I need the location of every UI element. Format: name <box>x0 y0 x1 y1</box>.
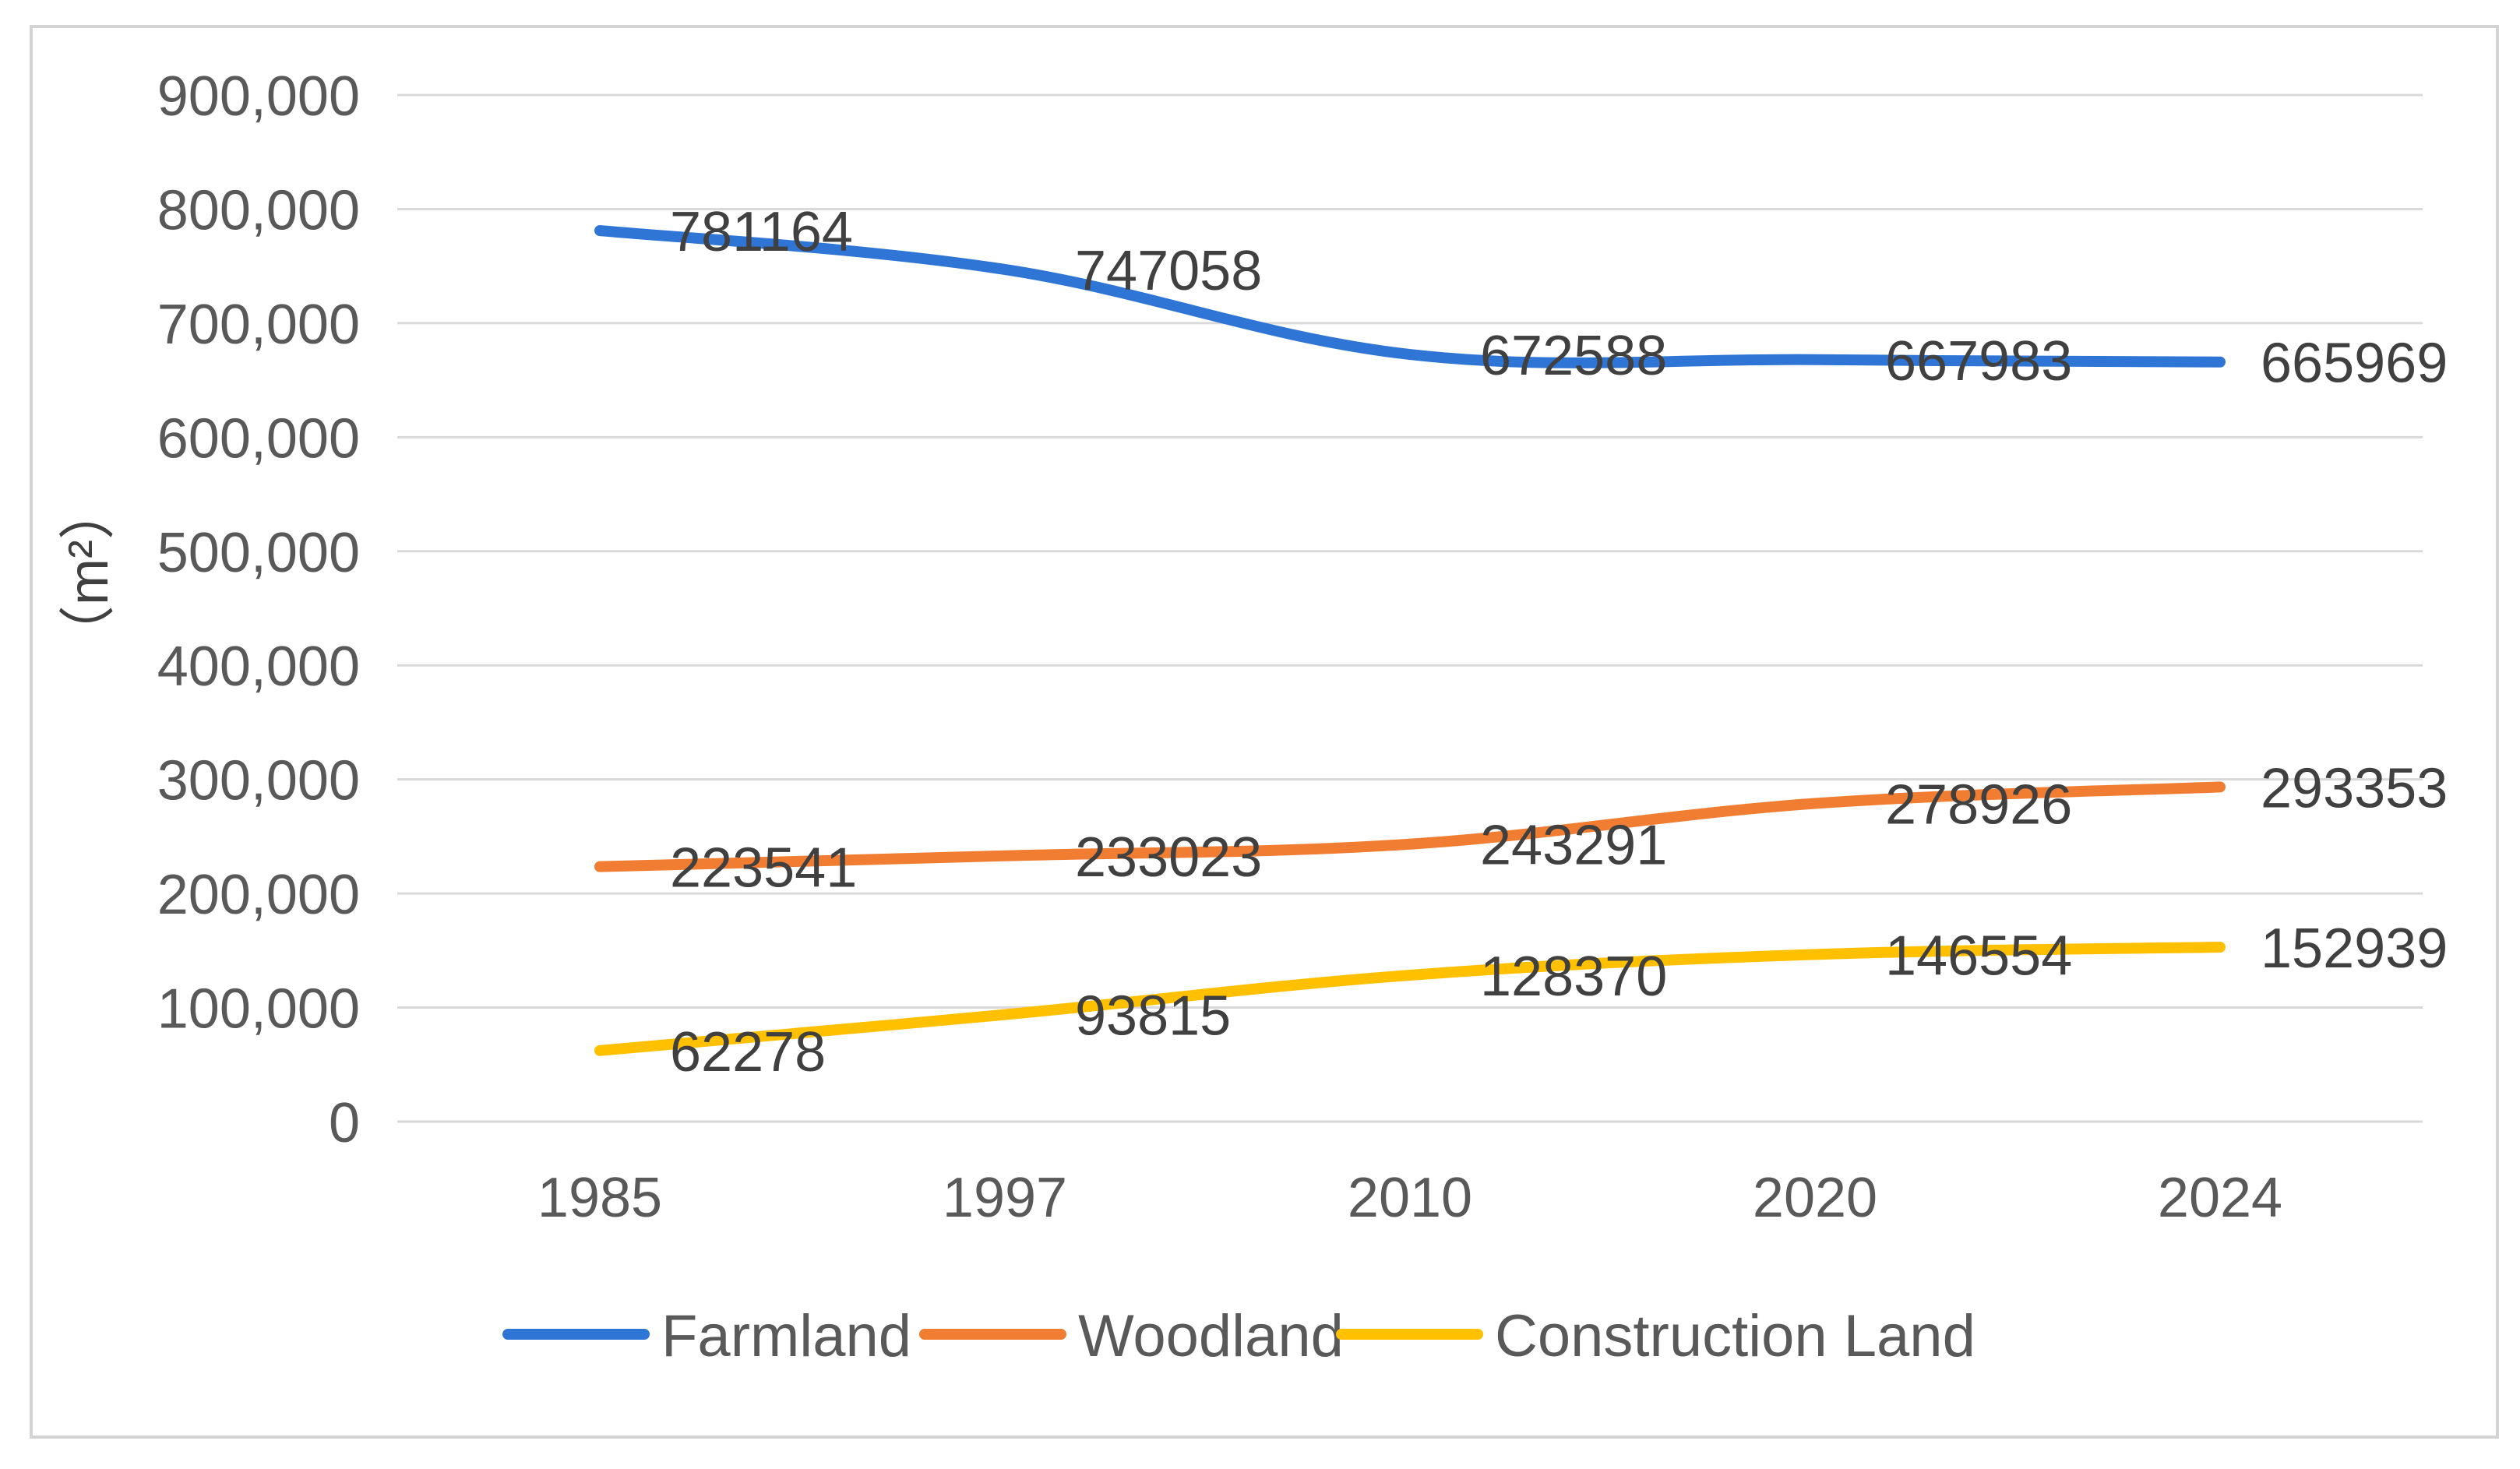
legend-label-woodland: Woodland <box>1078 1303 1344 1369</box>
series-line-farmland <box>594 225 2226 368</box>
data-label-woodland: 278926 <box>1885 774 2072 837</box>
y-tick-label: 100,000 <box>157 978 360 1041</box>
legend-item-construction-land: Construction Land <box>1336 1303 1975 1369</box>
y-axis-tick-labels: 0 100,000 200,000 300,000 400,000 500,000 600,… <box>157 65 360 1154</box>
gridlines <box>397 93 2423 1123</box>
data-label-farmland: 665969 <box>2261 333 2448 395</box>
y-tick-label: 600,000 <box>157 407 360 470</box>
x-tick-label: 2010 <box>1348 1167 1472 1229</box>
data-label-woodland: 233023 <box>1075 826 1262 889</box>
data-label-construction-land: 62278 <box>670 1021 826 1083</box>
data-label-woodland: 223541 <box>670 837 857 900</box>
y-axis-title: （m²） <box>58 484 120 661</box>
data-label-woodland: 293353 <box>2261 757 2448 819</box>
y-tick-label: 700,000 <box>157 294 360 356</box>
x-tick-label: 2020 <box>1753 1167 1877 1229</box>
y-tick-label: 500,000 <box>157 522 360 584</box>
data-label-farmland: 747058 <box>1075 240 1262 302</box>
data-label-construction-land: 128370 <box>1480 946 1667 1008</box>
chart-frame <box>30 25 2499 1439</box>
legend-label-farmland: Farmland <box>661 1303 911 1369</box>
series-line-construction-land <box>594 942 2226 1056</box>
y-tick-label: 800,000 <box>157 179 360 241</box>
x-tick-label: 2024 <box>2158 1167 2282 1229</box>
y-tick-label: 0 <box>329 1092 360 1154</box>
series-lines <box>594 225 2226 1056</box>
data-label-woodland: 243291 <box>1480 815 1667 877</box>
legend-label-construction-land: Construction Land <box>1495 1303 1975 1369</box>
legend: Farmland Woodland Construction Land <box>502 1303 1975 1369</box>
y-tick-label: 300,000 <box>157 750 360 812</box>
data-labels: 781164 747058 672588 667983 665969 223541 2330… <box>670 201 2448 1083</box>
y-tick-label: 900,000 <box>157 65 360 128</box>
series-line-woodland <box>594 781 2226 872</box>
legend-item-woodland: Woodland <box>919 1303 1344 1369</box>
data-label-farmland: 672588 <box>1480 325 1667 387</box>
data-label-construction-land: 146554 <box>1885 925 2072 987</box>
y-tick-label: 200,000 <box>157 864 360 926</box>
x-tick-label: 1985 <box>537 1167 662 1229</box>
data-label-construction-land: 93815 <box>1075 985 1231 1048</box>
y-tick-label: 400,000 <box>157 636 360 698</box>
x-tick-label: 1997 <box>943 1167 1067 1229</box>
data-label-construction-land: 152939 <box>2261 918 2448 980</box>
data-label-farmland: 667983 <box>1885 330 2072 393</box>
x-axis-tick-labels: 1985 1997 2010 2020 2024 <box>537 1167 2282 1229</box>
legend-item-farmland: Farmland <box>502 1303 911 1369</box>
data-label-farmland: 781164 <box>670 201 853 263</box>
